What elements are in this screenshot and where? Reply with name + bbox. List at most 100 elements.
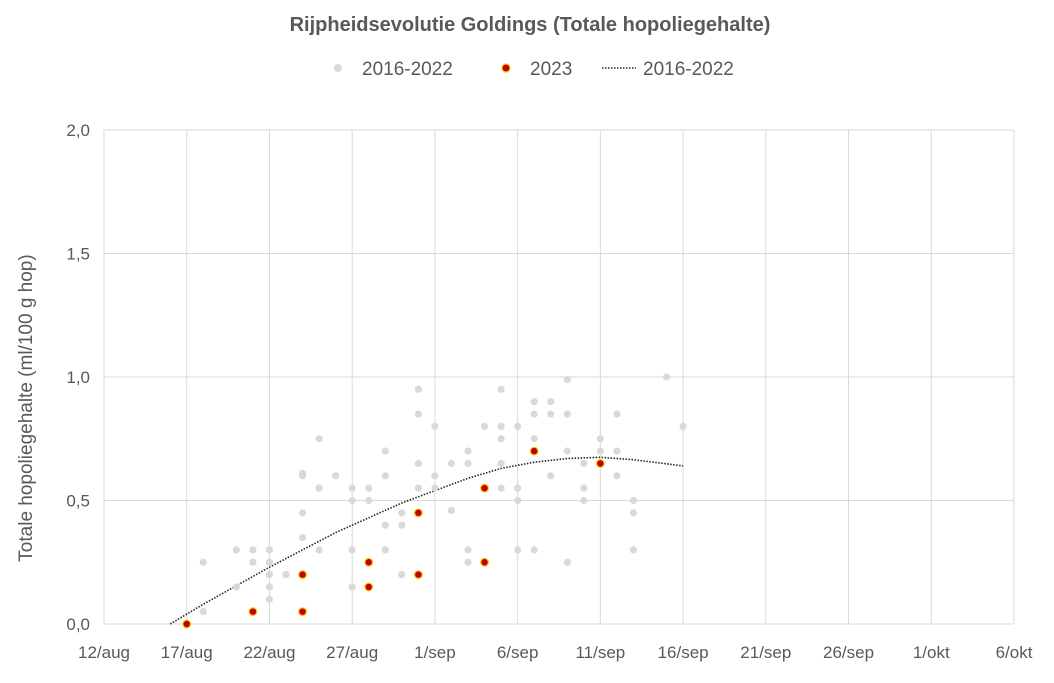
point-2016-2022 <box>563 558 571 566</box>
point-2016-2022 <box>265 546 274 554</box>
point-2016-2022 <box>563 375 571 384</box>
x-tick-label: 12/aug <box>78 643 130 662</box>
point-2016-2022 <box>265 583 274 591</box>
point-2016-2022 <box>563 447 571 455</box>
x-tick-label: 21/sep <box>740 643 791 662</box>
series-trendline <box>169 456 684 625</box>
point-2016-2022 <box>398 571 406 579</box>
point-2016-2022 <box>265 571 274 579</box>
point-2016-2022 <box>348 484 356 492</box>
point-2016-2022 <box>381 546 389 554</box>
point-2016-2022 <box>547 398 555 406</box>
point-2016-2022 <box>596 447 604 455</box>
point-2016-2022 <box>514 546 522 554</box>
x-tick-label: 22/aug <box>243 643 295 662</box>
point-2016-2022 <box>398 509 406 517</box>
point-2016-2022 <box>249 546 257 554</box>
x-tick-label: 27/aug <box>326 643 378 662</box>
point-2023 <box>595 459 605 468</box>
point-2016-2022 <box>497 422 505 430</box>
legend-item-2016-2022[interactable]: 2016-2022 <box>334 59 453 80</box>
point-2016-2022 <box>480 422 489 430</box>
trendline-2016-2022 <box>169 456 684 625</box>
x-tick-label: 17/aug <box>161 643 213 662</box>
legend-item-trendline[interactable]: 2016-2022 <box>602 59 734 80</box>
point-2016-2022 <box>679 422 687 430</box>
point-2016-2022 <box>414 484 422 492</box>
point-2016-2022 <box>232 546 240 554</box>
x-tick-label: 16/sep <box>658 643 709 662</box>
point-2023 <box>182 619 192 629</box>
x-tick-label: 6/okt <box>996 643 1033 662</box>
point-2016-2022 <box>464 447 472 455</box>
point-2016-2022 <box>414 410 422 418</box>
point-2016-2022 <box>547 410 555 418</box>
point-2016-2022 <box>431 484 439 492</box>
y-axis-title: Totale hopoliegehalte (ml/100 g hop) <box>16 254 37 561</box>
point-2023 <box>364 582 374 592</box>
point-2023 <box>413 508 423 518</box>
point-2016-2022 <box>265 595 274 603</box>
point-2016-2022 <box>580 496 588 505</box>
point-2016-2022 <box>365 496 373 505</box>
y-tick-label: 1,5 <box>66 245 90 264</box>
point-2016-2022 <box>497 459 505 468</box>
x-tick-label: 1/okt <box>913 643 950 662</box>
point-2016-2022 <box>199 608 207 616</box>
point-2016-2022 <box>381 472 389 480</box>
point-2016-2022 <box>514 496 522 505</box>
point-2016-2022 <box>315 435 323 443</box>
x-tick-label: 26/sep <box>823 643 874 662</box>
chart-title: Rijpheidsevolutie Goldings (Totale hopol… <box>290 14 771 36</box>
point-2016-2022 <box>315 546 323 554</box>
point-2016-2022 <box>629 496 638 505</box>
legend-item-2023[interactable]: 2023 <box>501 59 572 80</box>
point-2016-2022 <box>514 422 522 430</box>
point-2016-2022 <box>464 459 472 468</box>
point-2016-2022 <box>332 472 340 480</box>
point-2016-2022 <box>348 583 356 591</box>
point-2016-2022 <box>265 558 274 566</box>
point-2016-2022 <box>613 410 621 418</box>
point-2023 <box>413 570 423 579</box>
point-2016-2022 <box>563 410 571 418</box>
point-2016-2022 <box>530 435 538 443</box>
point-2016-2022 <box>514 484 522 492</box>
series-2023 <box>182 446 605 629</box>
point-2016-2022 <box>365 484 373 492</box>
point-2016-2022 <box>547 472 555 480</box>
point-2023 <box>529 446 539 456</box>
x-tick-label: 6/sep <box>497 643 539 662</box>
point-2016-2022 <box>249 558 257 566</box>
point-2016-2022 <box>315 484 323 492</box>
point-2016-2022 <box>464 558 472 566</box>
point-2016-2022 <box>447 506 456 514</box>
point-2016-2022 <box>613 447 621 455</box>
point-2016-2022 <box>497 385 505 393</box>
y-axis: 0,0 0,5 1,0 1,5 2,0 <box>66 121 90 634</box>
y-tick-label: 0,0 <box>66 615 90 634</box>
x-tick-label: 11/sep <box>575 643 625 662</box>
point-2016-2022 <box>348 546 356 554</box>
legend-label-2016-2022: 2016-2022 <box>362 59 453 80</box>
point-2016-2022 <box>398 521 406 529</box>
point-2023 <box>298 570 307 579</box>
point-2016-2022 <box>282 571 290 579</box>
point-2023 <box>364 557 374 567</box>
point-2016-2022 <box>298 509 307 517</box>
point-2016-2022 <box>431 472 439 480</box>
point-2023 <box>298 607 307 617</box>
legend: 2016-2022 2023 2016-2022 <box>334 59 734 80</box>
point-2016-2022 <box>629 509 638 517</box>
point-2016-2022 <box>530 410 538 418</box>
point-2016-2022 <box>298 533 307 542</box>
legend-label-2023: 2023 <box>530 59 572 80</box>
point-2016-2022 <box>662 373 671 381</box>
point-2016-2022 <box>348 496 356 505</box>
y-tick-label: 2,0 <box>66 121 90 140</box>
point-2023 <box>480 557 489 567</box>
point-2016-2022 <box>381 521 389 529</box>
point-2016-2022 <box>414 385 422 393</box>
y-tick-label: 1,0 <box>66 368 90 387</box>
